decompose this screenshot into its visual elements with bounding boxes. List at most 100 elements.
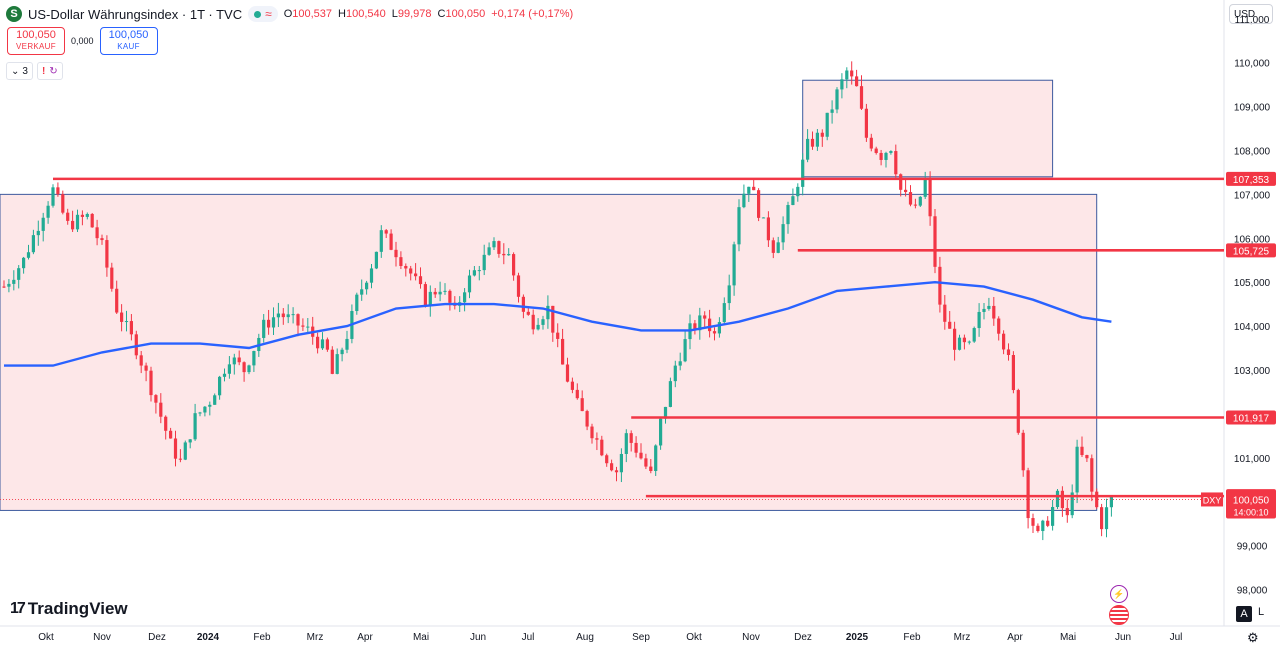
candle-body bbox=[619, 453, 623, 473]
candle-body bbox=[369, 268, 374, 283]
candle-body bbox=[859, 86, 864, 109]
candle-body bbox=[678, 361, 682, 366]
candle-body bbox=[825, 112, 829, 137]
y-tick-label: 105,000 bbox=[1234, 278, 1271, 289]
x-tick-label: Dez bbox=[148, 632, 166, 643]
candle-body bbox=[61, 194, 65, 213]
candle-body bbox=[850, 70, 854, 77]
sell-button[interactable]: 100,050 VERKAUF bbox=[7, 27, 65, 55]
candle-body bbox=[46, 205, 50, 218]
candle-body bbox=[41, 217, 45, 231]
candle-body bbox=[967, 341, 971, 343]
candle-body bbox=[536, 324, 540, 330]
candle-body bbox=[198, 412, 202, 414]
candle-body bbox=[786, 205, 790, 225]
candle-body bbox=[1036, 525, 1040, 532]
candle-body bbox=[110, 267, 114, 289]
candle-body bbox=[997, 318, 1001, 334]
candle-body bbox=[614, 470, 619, 473]
candle-body bbox=[502, 253, 506, 256]
candle-body bbox=[463, 292, 467, 303]
candle-body bbox=[551, 305, 555, 333]
last-price-label: 100,050 bbox=[1233, 495, 1270, 506]
candle-body bbox=[565, 364, 570, 382]
candle-body bbox=[526, 311, 530, 315]
candle-body bbox=[830, 109, 834, 113]
symbol-title[interactable]: US-Dollar Währungsindex · 1T · TVC bbox=[28, 6, 243, 22]
gear-icon[interactable]: ⚙ bbox=[1247, 630, 1259, 645]
candle-body bbox=[345, 338, 349, 350]
currency-select[interactable]: USD bbox=[1229, 4, 1273, 24]
candle-body bbox=[624, 433, 628, 454]
warning-icon: ! bbox=[41, 65, 46, 77]
log-scale-button[interactable]: L bbox=[1258, 606, 1265, 618]
candle-body bbox=[835, 89, 839, 110]
candle-body bbox=[262, 319, 266, 338]
candle-body bbox=[26, 252, 31, 258]
trade-panel: 100,050 VERKAUF 0,000 100,050 KAUF bbox=[7, 27, 158, 55]
indicators-toggle[interactable]: ⌄ 3 bbox=[6, 62, 33, 80]
candle-body bbox=[85, 213, 89, 217]
candle-body bbox=[1002, 333, 1006, 350]
x-tick-label: Mrz bbox=[954, 632, 971, 643]
candle-body bbox=[394, 249, 398, 258]
candle-body bbox=[913, 204, 917, 206]
candle-body bbox=[904, 189, 908, 193]
candle-body bbox=[595, 438, 599, 440]
candle-body bbox=[271, 317, 276, 328]
market-status[interactable]: ≈ bbox=[248, 6, 278, 22]
candle-body bbox=[992, 305, 996, 319]
candle-body bbox=[1016, 390, 1020, 433]
candle-body bbox=[953, 328, 957, 350]
candle-body bbox=[507, 254, 511, 256]
candle-body bbox=[987, 305, 991, 309]
buy-button[interactable]: 100,050 KAUF bbox=[99, 27, 158, 55]
candle-body bbox=[644, 458, 648, 467]
countdown-label: 14:00:10 bbox=[1233, 507, 1268, 517]
y-tick-label: 109,000 bbox=[1234, 103, 1271, 114]
tradingview-logo[interactable]: 17 TradingView bbox=[10, 599, 128, 618]
chevron-down-icon: ⌄ bbox=[11, 65, 20, 77]
candle-body bbox=[497, 241, 501, 254]
indicator-alerts[interactable]: ! ↻ bbox=[36, 62, 63, 80]
candle-body bbox=[801, 159, 805, 187]
candle-body bbox=[943, 304, 947, 322]
candle-body bbox=[17, 268, 21, 280]
candle-body bbox=[1046, 520, 1050, 526]
candle-body bbox=[512, 254, 516, 276]
candle-body bbox=[335, 354, 339, 374]
candle-body bbox=[149, 370, 153, 396]
candle-body bbox=[404, 265, 408, 269]
us-flag-icon[interactable] bbox=[1109, 605, 1129, 625]
candle-body bbox=[874, 148, 878, 153]
candle-body bbox=[316, 336, 320, 349]
candle-body bbox=[575, 389, 579, 399]
candle-body bbox=[531, 314, 535, 330]
candle-body bbox=[472, 270, 476, 276]
candle-body bbox=[781, 224, 785, 243]
candle-body bbox=[977, 311, 981, 329]
lightning-icon[interactable]: ⚡ bbox=[1110, 585, 1128, 603]
candle-body bbox=[159, 402, 163, 417]
candle-body bbox=[71, 220, 75, 230]
range-zone bbox=[0, 193, 1098, 511]
candle-body bbox=[237, 357, 241, 363]
candle-body bbox=[164, 416, 168, 431]
candle-body bbox=[208, 404, 212, 407]
candle-body bbox=[22, 257, 26, 269]
candle-body bbox=[732, 244, 736, 286]
spread-value: 0,000 bbox=[71, 36, 94, 46]
candle-body bbox=[423, 284, 427, 307]
candle-body bbox=[879, 152, 883, 160]
candle-body bbox=[355, 294, 359, 312]
wave-icon: ≈ bbox=[265, 7, 272, 21]
candle-body bbox=[889, 151, 893, 153]
x-tick-label: Okt bbox=[686, 632, 702, 643]
candle-body bbox=[134, 334, 138, 356]
candle-body bbox=[703, 315, 707, 319]
candle-body bbox=[663, 406, 668, 419]
candle-body bbox=[1055, 490, 1060, 508]
x-tick-label: Apr bbox=[1007, 632, 1023, 643]
auto-scale-button[interactable]: A bbox=[1236, 606, 1252, 622]
